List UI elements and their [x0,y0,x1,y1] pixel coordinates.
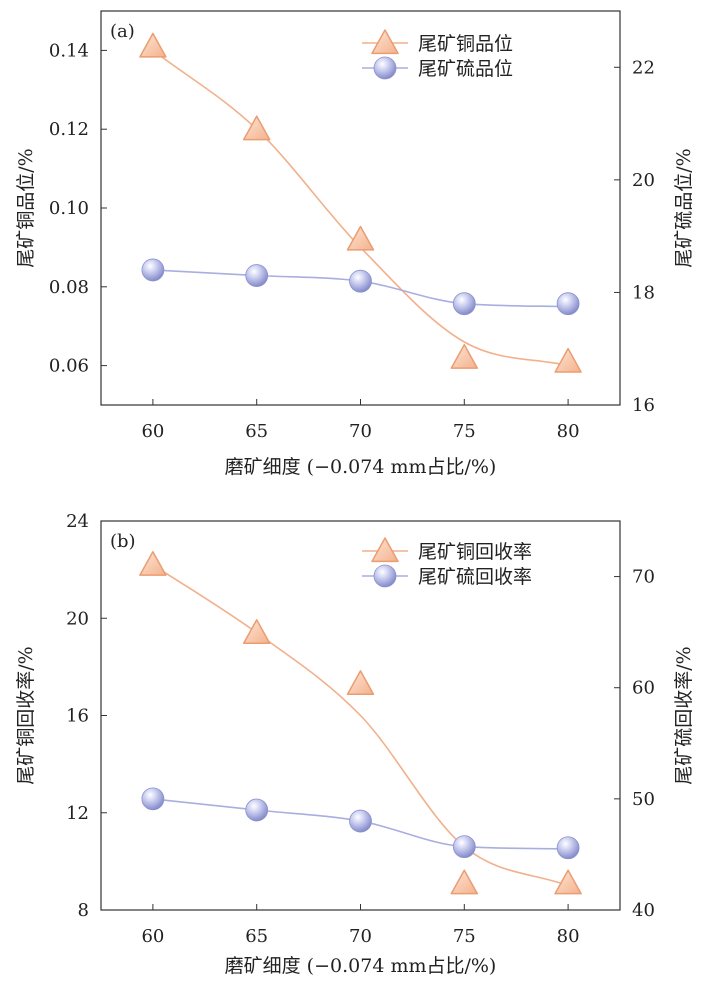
y-left-tick-label: 12 [66,803,89,824]
y-right-tick-label: 18 [632,282,655,303]
legend-marker-sphere [373,56,397,80]
y-right-tick-label: 20 [632,170,655,191]
y-left-tick-label: 24 [66,511,89,532]
legend-marker-sphere [373,564,397,588]
x-tick-label: 65 [245,926,268,947]
x-tick-label: 80 [557,421,580,442]
data-point-sphere [452,292,476,316]
legend-label: 尾矿硫品位 [418,58,513,80]
y-left-tick-label: 0.06 [49,356,89,377]
y-left-tick-label: 0.14 [49,40,89,61]
data-point-sphere [141,258,165,282]
fit-curve [152,564,569,887]
y-left-tick-label: 0.12 [49,119,89,140]
data-point-triangle [450,869,479,895]
y-left-tick-label: 16 [66,706,89,727]
x-tick-label: 60 [141,421,164,442]
y-right-axis-title: 尾矿硫品位/% [673,148,695,267]
legend-label: 尾矿铜品位 [418,33,513,55]
series-sulfur [141,787,580,860]
series-copper [139,551,582,895]
y-left-tick-label: 8 [78,900,89,921]
x-tick-label: 75 [453,421,476,442]
data-point-sphere [349,809,372,833]
data-point-sphere [452,835,476,859]
data-point-triangle [242,619,271,644]
panel-a: 60 65 70 75 80 0.06 0.08 0.10 0.12 0.14 16 18 20 22 磨矿… [15,10,695,478]
y-right-axis-title: 尾矿硫回收率/% [673,646,695,784]
y-right-tick-label: 40 [632,900,655,921]
panel-tag: (a) [110,21,135,42]
x-tick-label: 60 [141,926,164,947]
legend-label: 尾矿硫回收率 [418,566,532,588]
y-left-tick-label: 0.08 [49,277,89,298]
data-point-sphere [556,836,580,860]
x-tick-label: 75 [453,926,476,947]
legend-label: 尾矿铜回收率 [418,541,532,563]
legend-marker-triangle [371,537,399,563]
data-point-sphere [556,292,580,316]
data-point-sphere [245,264,269,287]
y-left-tick-label: 20 [66,608,89,629]
legend-marker-triangle [371,29,399,55]
panel-tag: (b) [110,531,136,552]
panel-b: 60 65 70 75 80 8 12 16 20 24 40 50 60 70 磨矿细度 (−0.074 … [15,511,695,977]
data-point-triangle [242,115,271,141]
x-tick-label: 65 [245,421,268,442]
data-point-triangle [346,225,375,251]
y-right-tick-label: 60 [632,678,655,699]
x-axis-title: 磨矿细度 (−0.074 mm占比/%) [225,456,497,478]
y-left-axis-title: 尾矿铜品位/% [15,148,37,267]
x-tick-label: 70 [349,421,372,442]
data-point-triangle [346,670,375,696]
data-point-sphere [245,798,269,822]
x-axis-title: 磨矿细度 (−0.074 mm占比/%) [225,955,497,977]
y-right-tick-label: 70 [632,567,655,588]
data-point-sphere [349,269,372,293]
x-tick-label: 80 [557,926,580,947]
y-left-axis-title: 尾矿铜回收率/% [15,646,37,784]
x-tick-label: 70 [349,926,372,947]
y-right-tick-label: 22 [632,57,655,78]
y-right-tick-label: 50 [632,789,655,810]
y-left-tick-label: 0.10 [49,198,89,219]
fit-curve [152,49,569,367]
series-copper [139,32,582,373]
data-point-triangle [554,869,582,895]
data-point-sphere [141,787,165,811]
y-right-tick-label: 16 [632,395,655,416]
data-point-triangle [139,32,167,58]
data-point-triangle [554,347,582,373]
series-sulfur [141,258,580,316]
data-point-triangle [139,551,167,576]
data-point-triangle [450,343,479,369]
